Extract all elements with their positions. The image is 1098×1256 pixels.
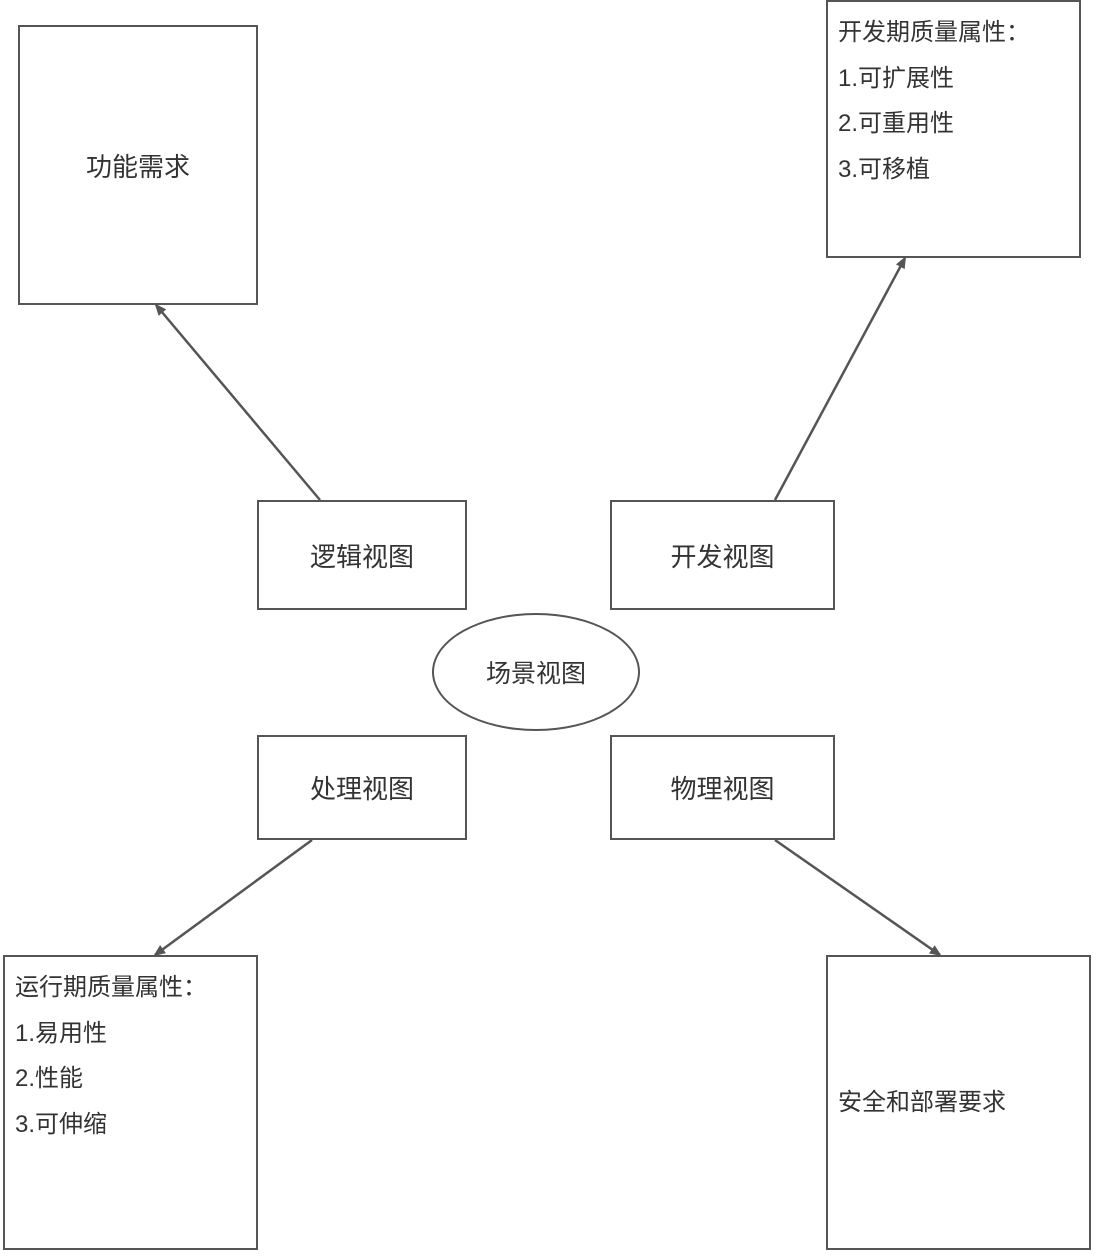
- node-functional-requirements: 功能需求: [18, 25, 258, 305]
- edge-arrow: [155, 840, 312, 955]
- node-title: 开发期质量属性：: [838, 10, 1069, 56]
- node-security-deploy-requirements: 安全和部署要求: [826, 955, 1091, 1250]
- node-label: 物理视图: [670, 769, 774, 806]
- node-label: 处理视图: [310, 769, 414, 806]
- node-development-view: 开发视图: [610, 500, 835, 610]
- node-label: 开发视图: [670, 537, 774, 574]
- list-item: 3.可伸缩: [15, 1102, 246, 1148]
- node-physical-view: 物理视图: [610, 735, 835, 840]
- list-item: 3.可移植: [838, 147, 1069, 193]
- list-item: 2.可重用性: [838, 101, 1069, 147]
- node-label: 功能需求: [86, 147, 190, 184]
- node-label: 逻辑视图: [310, 537, 414, 574]
- edge-arrow: [775, 258, 905, 500]
- node-logical-view: 逻辑视图: [257, 500, 467, 610]
- node-process-view: 处理视图: [257, 735, 467, 840]
- node-title: 运行期质量属性：: [15, 965, 246, 1011]
- list-item: 2.性能: [15, 1056, 246, 1102]
- node-scenario-view: 场景视图: [432, 613, 640, 731]
- diagram-canvas: 功能需求 开发期质量属性： 1.可扩展性 2.可重用性 3.可移植 逻辑视图 开…: [0, 0, 1098, 1256]
- node-dev-quality-attributes: 开发期质量属性： 1.可扩展性 2.可重用性 3.可移植: [826, 0, 1081, 258]
- list-item: 1.易用性: [15, 1011, 246, 1057]
- node-label: 场景视图: [486, 654, 586, 690]
- edge-arrow: [775, 840, 940, 955]
- node-title: 安全和部署要求: [838, 1080, 1079, 1126]
- list-item: 1.可扩展性: [838, 56, 1069, 102]
- edge-arrow: [156, 305, 320, 500]
- node-runtime-quality-attributes: 运行期质量属性： 1.易用性 2.性能 3.可伸缩: [3, 955, 258, 1250]
